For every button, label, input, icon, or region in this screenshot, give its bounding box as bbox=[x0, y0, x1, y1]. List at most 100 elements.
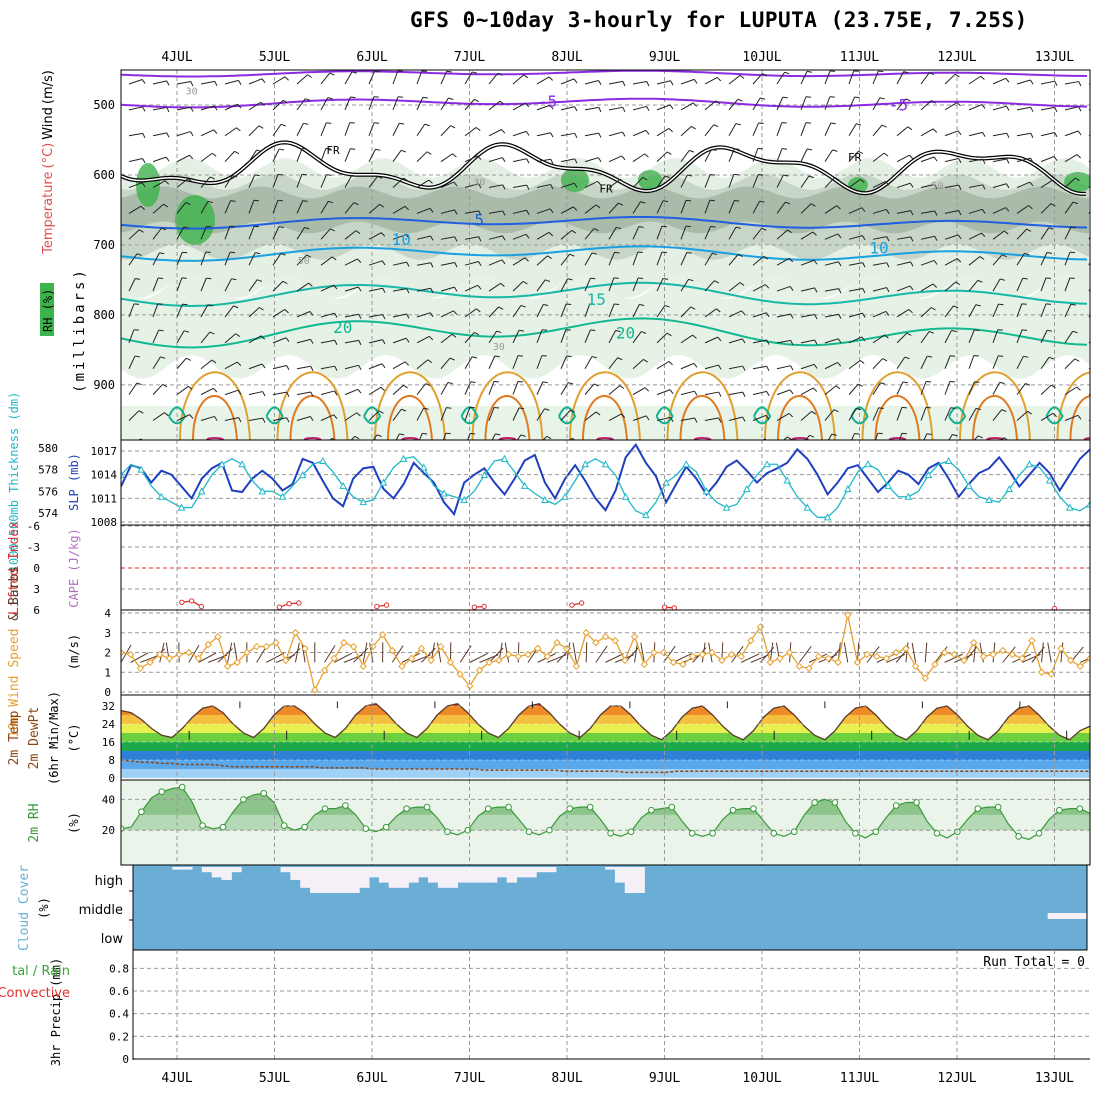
upper-wind-barb bbox=[152, 277, 159, 292]
upper-wind-barb-flag bbox=[1072, 330, 1078, 334]
upper-wind-barb-flag bbox=[1053, 156, 1058, 161]
upper-wind-barb-flag bbox=[598, 132, 602, 138]
upper-wind-barb bbox=[272, 76, 286, 85]
upper-wind-barb bbox=[608, 413, 622, 421]
upper-wind-barb bbox=[296, 74, 308, 85]
upper-wind-barb bbox=[824, 288, 839, 292]
upper-wind-barb-flag bbox=[495, 433, 501, 436]
upper-wind-barb-flag bbox=[214, 105, 218, 111]
upper-wind-barb bbox=[944, 355, 951, 369]
upper-wind-barb-flag bbox=[737, 254, 743, 258]
rh2m-point bbox=[831, 799, 839, 806]
upper-wind-barb-flag bbox=[354, 435, 360, 440]
upper-wind-barb bbox=[176, 106, 191, 111]
theta-contour-mid bbox=[484, 395, 531, 440]
upper-wind-barb bbox=[464, 308, 477, 318]
upper-wind-barb-flag bbox=[261, 78, 266, 84]
precip-axis-label: 3hr Precip (mm) bbox=[49, 958, 63, 1066]
rh-green-blob bbox=[136, 163, 160, 207]
upper-wind-barb-flag bbox=[1048, 227, 1054, 230]
wind10m-speed-point bbox=[1086, 654, 1090, 663]
upper-wind-barb-flag bbox=[158, 329, 164, 332]
upper-wind-barb-flag bbox=[878, 407, 884, 409]
upper-wind-barb-flag bbox=[142, 106, 146, 112]
lifted-index-point bbox=[569, 602, 575, 608]
upper-wind-barb bbox=[296, 148, 303, 162]
upper-wind-barb bbox=[752, 174, 759, 188]
wind10m-speed-point bbox=[708, 648, 716, 657]
upper-wind-barb bbox=[848, 150, 859, 162]
upper-wind-barb-flag bbox=[285, 337, 290, 343]
wind10m-speed-point bbox=[291, 629, 300, 637]
upper-wind-barb bbox=[872, 311, 887, 318]
upper-wind-barb bbox=[488, 259, 503, 266]
rh2m-point bbox=[933, 829, 941, 837]
upper-wind-barb bbox=[1040, 131, 1055, 137]
upper-wind-barb-flag bbox=[334, 390, 338, 396]
upper-wind-barb-flag bbox=[883, 152, 889, 157]
upper-wind-barb bbox=[704, 417, 719, 422]
upper-wind-barb bbox=[1088, 134, 1090, 137]
upper-wind-barb-flag bbox=[166, 80, 170, 86]
wind10m-speed-point bbox=[359, 662, 367, 671]
upper-wind-barb-flag bbox=[742, 365, 746, 371]
upper-wind-barb bbox=[224, 278, 232, 292]
upper-wind-barb-flag bbox=[810, 203, 816, 207]
upper-wind-barb bbox=[992, 230, 1005, 240]
upper-wind-barb bbox=[200, 277, 207, 292]
wind10m-speed-point bbox=[999, 646, 1007, 655]
theta-contour-inner bbox=[693, 436, 712, 440]
upper-wind-barb-flag bbox=[1048, 356, 1054, 360]
upper-wind-barb-flag bbox=[166, 441, 169, 445]
upper-wind-barb-flag bbox=[858, 383, 863, 387]
upper-wind-barb-flag bbox=[646, 106, 650, 112]
upper-wind-barb bbox=[848, 383, 859, 395]
upper-wind-barb-flag bbox=[280, 253, 286, 256]
wind10m-barb bbox=[769, 642, 774, 663]
upper-wind-barb bbox=[248, 252, 256, 266]
wind10m-speed-point bbox=[204, 640, 212, 649]
upper-wind-barb bbox=[752, 390, 767, 396]
dewpoint-line bbox=[121, 759, 1090, 774]
temperature-contour-label: 15 bbox=[587, 290, 606, 309]
upper-wind-barb bbox=[728, 282, 741, 292]
pressure-tick-label: 900 bbox=[93, 378, 115, 392]
upper-wind-barb bbox=[896, 407, 903, 421]
rh-contour-label: 30 bbox=[473, 177, 485, 188]
upper-wind-barb bbox=[632, 177, 644, 188]
upper-wind-barb-flag bbox=[691, 125, 696, 130]
upper-wind-barb bbox=[824, 96, 831, 111]
theta-contour-inner bbox=[401, 436, 419, 440]
upper-wind-barb-flag bbox=[998, 303, 1004, 306]
upper-wind-barb-flag bbox=[447, 381, 453, 385]
upper-wind-barb-flag bbox=[670, 417, 674, 422]
upper-wind-barb bbox=[1088, 160, 1090, 163]
upper-wind-barb bbox=[488, 355, 496, 369]
upper-wind-barb-flag bbox=[1006, 183, 1010, 189]
upper-wind-barb-flag bbox=[760, 97, 766, 100]
upper-wind-barb bbox=[440, 357, 451, 370]
upper-wind-barb-flag bbox=[590, 277, 596, 280]
precip-tick-label: 0.8 bbox=[109, 962, 129, 975]
upper-wind-barb-flag bbox=[981, 209, 986, 214]
upper-wind-barb bbox=[248, 101, 262, 111]
upper-wind-barb-flag bbox=[399, 433, 405, 436]
rh2m-point bbox=[321, 805, 329, 812]
wind10m-speed-point bbox=[320, 666, 329, 674]
upper-wind-barb-flag bbox=[400, 149, 407, 153]
upper-wind-barb-flag bbox=[258, 125, 264, 129]
upper-wind-barb-flag bbox=[590, 329, 596, 332]
rh2m-point bbox=[280, 822, 288, 829]
rh2m-point bbox=[648, 806, 655, 814]
rh-band-surface bbox=[121, 405, 1089, 440]
thickness-point bbox=[359, 498, 368, 506]
rh2m-point bbox=[199, 822, 206, 829]
upper-wind-barb bbox=[296, 227, 305, 240]
wind10m-speed-point bbox=[805, 664, 813, 673]
thickness-point bbox=[379, 478, 388, 486]
upper-wind-barb bbox=[1040, 412, 1054, 421]
upper-wind-barb bbox=[800, 259, 815, 266]
upper-wind-barb bbox=[416, 235, 431, 240]
upper-wind-barb-flag bbox=[183, 226, 189, 229]
wind10m-speed-point bbox=[873, 652, 881, 661]
